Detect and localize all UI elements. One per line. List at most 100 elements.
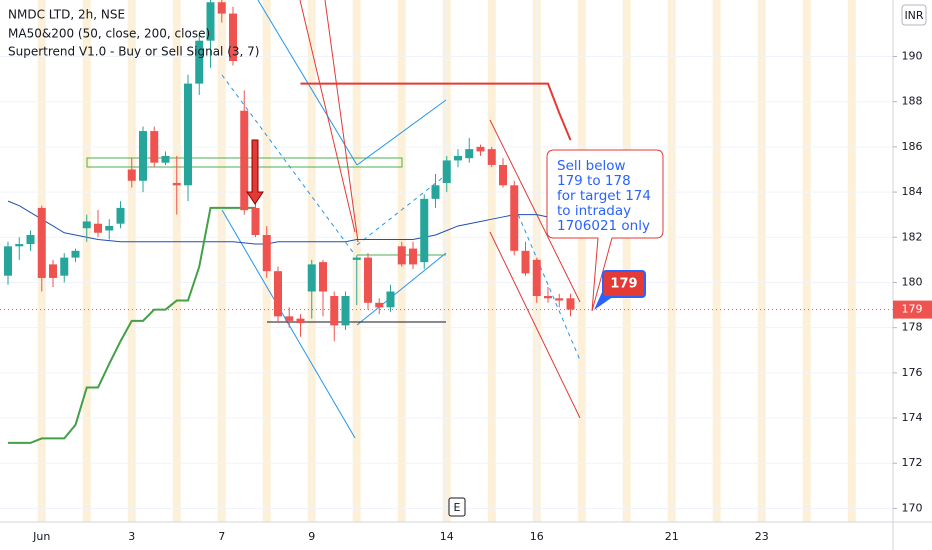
session-stripe	[82, 0, 91, 522]
candle-body	[37, 207, 46, 278]
candle-body	[94, 223, 102, 233]
session-stripe	[847, 0, 856, 522]
candle-body	[375, 302, 384, 308]
event-marker: E	[454, 501, 461, 514]
chart-title: NMDC LTD, 2h, NSE	[8, 8, 125, 22]
session-stripe	[802, 0, 811, 522]
trend-line	[299, 0, 356, 233]
candle-body	[240, 110, 249, 211]
price-callout: 179	[610, 277, 637, 292]
channel-line	[489, 119, 581, 303]
session-stripe	[487, 0, 496, 522]
last-price-label: 179	[902, 303, 923, 316]
x-tick-label: 7	[218, 530, 225, 543]
candle-body	[352, 257, 361, 260]
session-stripe	[172, 0, 181, 522]
session-stripe	[577, 0, 586, 522]
trend-line	[257, 0, 358, 166]
candle-body	[15, 244, 24, 247]
candle-body	[161, 155, 170, 163]
candle-body	[476, 146, 485, 152]
candle-body	[82, 221, 91, 229]
candle-body	[454, 155, 462, 161]
candle-body	[544, 296, 552, 299]
last-price-badge	[893, 300, 932, 319]
candle-body	[431, 185, 440, 199]
x-tick-label: 23	[755, 530, 769, 543]
candle-body	[26, 235, 35, 245]
y-tick-label: 170	[902, 501, 923, 514]
trend-line	[356, 99, 447, 166]
candle-body	[499, 164, 507, 186]
candle-body	[319, 262, 327, 292]
candle-body	[409, 248, 417, 265]
note-line: to intraday	[557, 203, 631, 219]
y-tick-label: 180	[902, 275, 923, 288]
event-marker-box[interactable]	[448, 497, 466, 517]
price-callout-box	[602, 270, 646, 298]
candle-body	[532, 259, 541, 297]
candle-body	[442, 160, 451, 184]
candle-body	[206, 2, 215, 41]
trend-line	[221, 74, 356, 256]
candle-body	[566, 298, 575, 310]
candle-body	[487, 149, 496, 165]
candle-body	[397, 246, 406, 265]
candle-body	[71, 250, 80, 258]
note-callout: Sell below 179 to 178 for target 174 to …	[546, 149, 664, 312]
indicator-line	[8, 206, 256, 444]
trend-line	[221, 209, 356, 439]
indicator-label: Supertrend V1.0 - Buy or Sell Signal (3,…	[8, 45, 259, 59]
candle-body	[139, 131, 147, 181]
sell-signal-arrow	[246, 139, 264, 205]
candle-body	[116, 207, 125, 224]
candle-body	[465, 149, 474, 159]
trend-line	[356, 174, 447, 246]
candle-body	[285, 316, 294, 321]
y-tick-label: 182	[902, 230, 923, 243]
candle-body	[274, 271, 282, 317]
indicator-label: MA50&200 (50, close, 200, close)	[8, 27, 210, 41]
y-tick-label: 178	[902, 321, 923, 334]
currency-badge[interactable]	[901, 4, 927, 26]
candle-body	[341, 296, 350, 326]
candle-body	[420, 198, 429, 263]
candle-body	[4, 246, 12, 276]
x-tick-label: 21	[665, 530, 679, 543]
trend-line	[356, 252, 447, 326]
y-tick-label: 188	[902, 95, 923, 108]
note-line: Sell below	[557, 158, 626, 174]
candle-body	[172, 183, 181, 186]
note-line: 1706021 only	[557, 218, 650, 234]
candle-body	[307, 264, 316, 292]
x-tick-label: 3	[128, 530, 135, 543]
y-tick-label: 186	[902, 140, 923, 153]
note-line: 179 to 178	[557, 173, 631, 189]
candle-body	[150, 131, 159, 163]
y-tick-label: 176	[902, 366, 923, 379]
x-tick-label: 14	[440, 530, 454, 543]
candle-body	[555, 298, 564, 301]
channel-line	[511, 199, 581, 361]
note-line: for target 174	[557, 188, 651, 204]
candle-body	[229, 13, 237, 62]
indicator-line	[300, 82, 572, 141]
session-stripe	[622, 0, 631, 522]
x-tick-label: 9	[308, 530, 315, 543]
indicator-line	[7, 200, 571, 245]
candle-body	[251, 207, 260, 236]
candle-body	[510, 185, 519, 251]
candle-body	[60, 257, 69, 276]
candle-body	[521, 250, 530, 274]
candle-body	[262, 235, 271, 272]
y-tick-label: 184	[902, 185, 923, 198]
candle-body	[105, 225, 114, 231]
candle-body	[296, 318, 305, 324]
y-tick-label: 174	[902, 411, 923, 424]
trend-line	[324, 0, 359, 243]
x-tick-label: Jun	[32, 530, 50, 543]
currency-label: INR	[904, 9, 923, 22]
y-tick-label: 190	[902, 49, 923, 62]
candle-body	[184, 83, 192, 186]
legend: NMDC LTD, 2h, NSE MA50&200 (50, close, 2…	[8, 8, 259, 59]
